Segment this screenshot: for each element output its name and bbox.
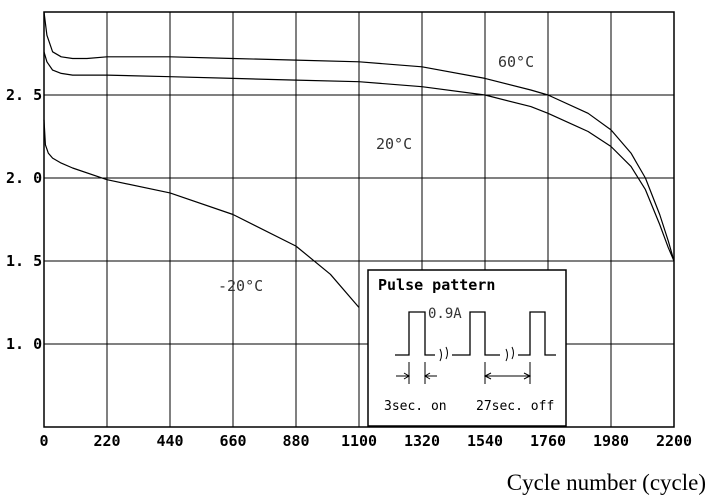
x-tick-label-440: 440 (156, 432, 183, 450)
x-tick-label-880: 880 (282, 432, 309, 450)
pulse-waveform (395, 311, 435, 356)
x-tick-label-1980: 1980 (593, 432, 629, 450)
series-label-60c: 60°C (498, 53, 534, 71)
x-tick-labels: 0 220 440 660 880 1100 1320 1540 1760 1980 2200 (39, 432, 692, 450)
y-tick-label-2: 2. 0 (6, 169, 42, 187)
x-tick-label-0: 0 (39, 432, 48, 450)
y-tick-label-2_5: 2. 5 (6, 86, 42, 104)
series-line-60c (43, 11, 675, 262)
x-tick-label-1100: 1100 (341, 432, 377, 450)
on-duration-marker (396, 362, 437, 384)
plot-frame (43, 11, 675, 428)
x-tick-label-1760: 1760 (530, 432, 566, 450)
series-lines (43, 11, 675, 308)
x-tick-label-220: 220 (93, 432, 120, 450)
inset-frame (367, 269, 567, 427)
series-label-20c: 20°C (376, 135, 412, 153)
y-tick-labels: 1. 0 1. 5 2. 0 2. 5 (6, 86, 42, 353)
pulse-waveform-3 (518, 311, 556, 356)
inset-off-label: 27sec. off (476, 399, 554, 414)
x-tick-label-1540: 1540 (467, 432, 503, 450)
inset-on-label: 3sec. on (384, 399, 447, 414)
x-tick-label-660: 660 (219, 432, 246, 450)
pulse-pattern-inset: Pulse pattern 0.9A 3sec. on 27sec. off (367, 269, 567, 427)
inset-amplitude-label: 0.9A (428, 306, 462, 322)
series-label-minus20c: -20°C (218, 277, 263, 295)
pulse-break-mark-1 (439, 346, 448, 362)
x-axis-label: Cycle number (cycle) (507, 470, 706, 495)
pulse-waveform-2 (452, 311, 500, 356)
y-tick-label-1_5: 1. 5 (6, 252, 42, 270)
series-line-20c (43, 51, 675, 262)
off-duration-marker (483, 362, 532, 384)
x-tick-label-2200: 2200 (656, 432, 692, 450)
pulse-break-mark-2 (505, 346, 514, 362)
x-tick-label-1320: 1320 (404, 432, 440, 450)
inset-title: Pulse pattern (378, 276, 495, 294)
y-tick-label-1: 1. 0 (6, 335, 42, 353)
grid (44, 12, 674, 427)
series-line-minus20c (43, 119, 360, 308)
